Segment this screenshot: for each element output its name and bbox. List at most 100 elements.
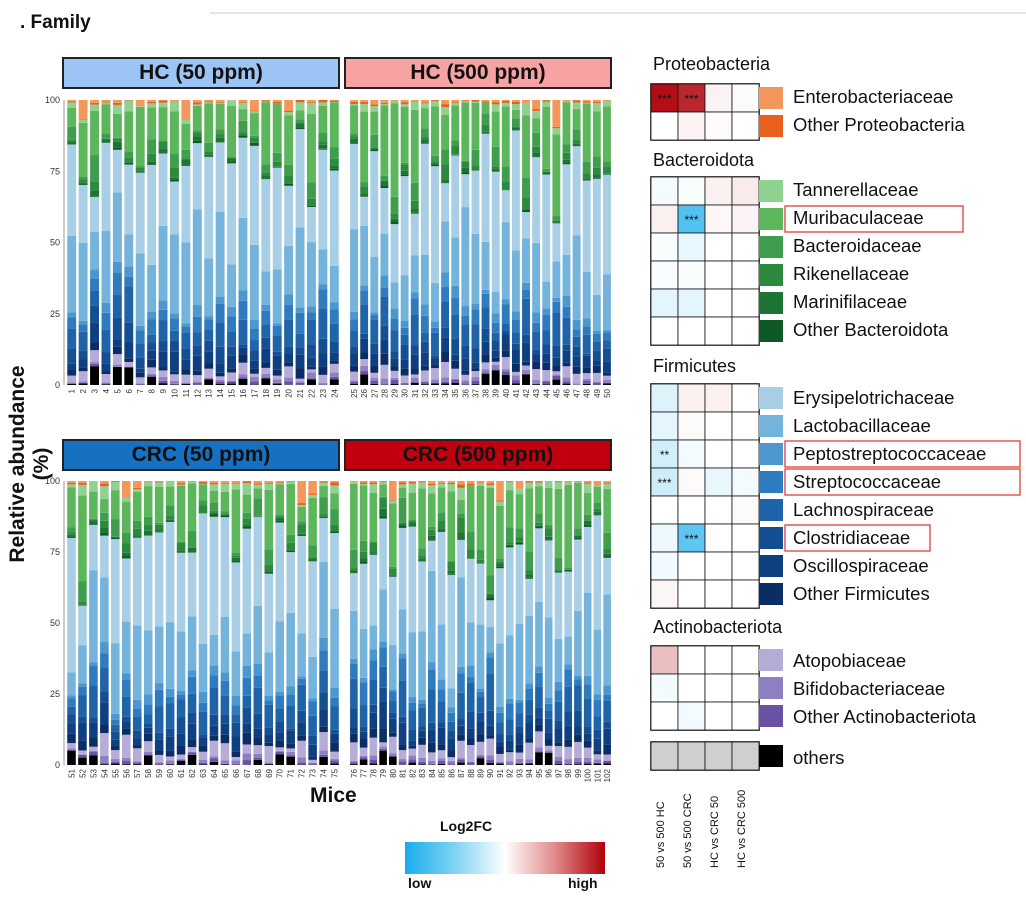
heatmap-cell xyxy=(650,467,679,497)
bar-segment xyxy=(100,499,109,513)
bar-segment xyxy=(101,104,111,134)
bar-segment xyxy=(284,245,294,295)
bar-segment xyxy=(603,329,611,333)
bar-segment xyxy=(307,198,316,206)
bar-segment xyxy=(441,182,450,184)
bar-segment xyxy=(410,377,419,383)
bar-segment xyxy=(437,722,446,728)
bar-segment xyxy=(420,332,429,342)
bar-segment xyxy=(496,566,504,569)
bar-segment xyxy=(170,179,179,182)
bar-segment xyxy=(297,504,306,507)
bar-segment xyxy=(408,745,417,749)
x-tick-label: 73 xyxy=(309,768,318,777)
heatmap-cell xyxy=(677,645,706,675)
bar-segment xyxy=(471,233,480,304)
bar-segment xyxy=(100,486,109,500)
bar-segment xyxy=(603,482,611,484)
bar-segment xyxy=(143,714,153,724)
stacked-bar xyxy=(181,100,191,385)
heatmap-cell xyxy=(704,645,733,675)
bar-segment xyxy=(379,508,387,517)
bar-segment xyxy=(272,382,282,384)
bar-segment xyxy=(511,102,520,105)
bar-segment xyxy=(359,563,368,629)
bar-segment xyxy=(441,164,450,181)
bar-segment xyxy=(100,702,109,725)
bar-segment xyxy=(389,712,397,719)
bar-segment xyxy=(284,112,294,116)
bar-segment xyxy=(360,359,369,367)
bar-segment xyxy=(286,550,295,553)
bar-segment xyxy=(471,377,480,381)
bar-segment xyxy=(564,739,572,747)
bar-segment xyxy=(308,762,317,764)
heatmap-cell xyxy=(731,232,760,262)
bar-segment xyxy=(466,711,475,729)
bar-segment xyxy=(515,726,524,733)
bar-segment xyxy=(165,703,175,729)
bar-segment xyxy=(511,375,520,381)
bar-segment xyxy=(457,484,465,488)
bar-segment xyxy=(90,269,99,279)
legend-swatch xyxy=(759,705,783,727)
x-tick-label: 49 xyxy=(593,388,602,397)
bar-segment xyxy=(308,556,317,559)
bar-segment xyxy=(158,140,168,142)
stacked-bar xyxy=(408,481,417,765)
bar-segment xyxy=(170,101,179,102)
bar-segment xyxy=(437,760,446,764)
bar-segment xyxy=(501,181,510,190)
bar-segment xyxy=(165,486,175,506)
bar-segment xyxy=(491,146,500,167)
stacked-bar xyxy=(535,481,543,765)
stacked-bar xyxy=(441,100,450,385)
bar-segment xyxy=(542,381,551,385)
bar-segment xyxy=(78,359,88,368)
bar-segment xyxy=(124,361,134,367)
bar-segment xyxy=(431,327,439,333)
bar-segment xyxy=(592,167,601,175)
bar-segment xyxy=(67,102,77,108)
bar-segment xyxy=(582,173,591,179)
bar-segment xyxy=(554,681,563,691)
legend-swatch xyxy=(759,208,783,230)
bar-segment xyxy=(505,544,514,547)
bar-segment xyxy=(307,357,316,367)
bar-segment xyxy=(350,762,358,765)
x-tick-label: 100 xyxy=(584,768,593,782)
bar-segment xyxy=(112,366,122,385)
bar-segment xyxy=(441,361,450,378)
stacked-bar xyxy=(525,481,533,765)
bar-segment xyxy=(564,669,572,687)
bar-segment xyxy=(261,100,271,102)
bar-segment xyxy=(603,274,611,330)
bar-segment xyxy=(227,158,236,162)
x-tick-label: 81 xyxy=(399,768,408,777)
bar-segment xyxy=(192,130,202,133)
bar-segment xyxy=(253,515,263,517)
bar-segment xyxy=(143,754,153,756)
bar-segment xyxy=(209,512,219,515)
bar-segment xyxy=(437,763,446,765)
bar-segment xyxy=(220,483,230,492)
x-tick-label: 20 xyxy=(285,388,294,397)
bar-segment xyxy=(165,515,175,520)
bar-segment xyxy=(220,760,230,764)
bar-segment xyxy=(574,539,582,611)
bar-segment xyxy=(572,366,581,374)
stacked-bar xyxy=(400,100,409,385)
bar-segment xyxy=(592,360,601,366)
bar-segment xyxy=(461,167,470,173)
bar-segment xyxy=(220,481,230,483)
stacked-bar xyxy=(204,100,214,385)
bar-segment xyxy=(154,481,164,482)
bar-segment xyxy=(209,665,219,676)
x-tick-label: 91 xyxy=(496,768,505,777)
bar-segment xyxy=(204,340,214,352)
bar-segment xyxy=(408,759,417,763)
bar-segment xyxy=(437,531,446,532)
bar-segment xyxy=(471,169,480,171)
bar-segment xyxy=(275,740,284,748)
bar-segment xyxy=(89,737,98,747)
